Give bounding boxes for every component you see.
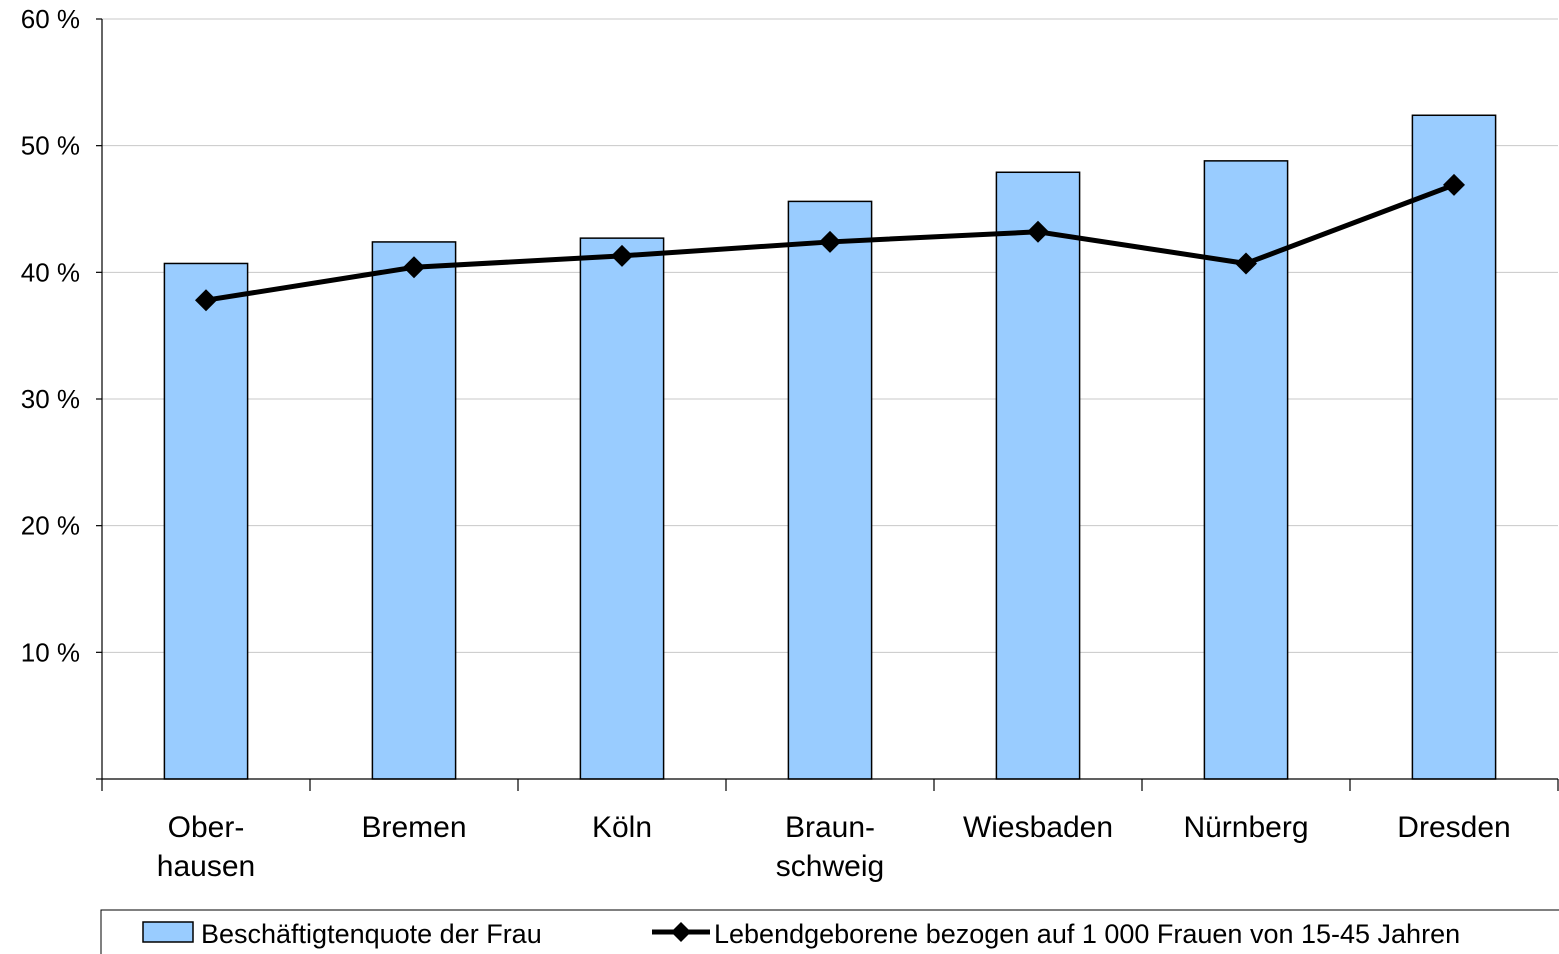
bar: [579, 237, 665, 780]
legend-bar-swatch: [142, 921, 194, 943]
legend-line-label: Lebendgeborene bezogen auf 1 000 Frauen …: [714, 919, 1460, 949]
line-series: [195, 173, 1465, 312]
bar: [787, 200, 873, 780]
x-tick-label: Wiesbaden: [963, 811, 1113, 844]
line-marker: [195, 289, 217, 312]
y-tick-label: 50 %: [21, 131, 80, 161]
x-tick-label: Ober-hausen: [157, 811, 255, 883]
y-tick-label: 20 %: [21, 511, 80, 541]
y-tick-label: 10 %: [21, 637, 80, 667]
x-tick-label: Braun-schweig: [776, 811, 884, 883]
bar: [1411, 114, 1497, 780]
legend-box: [100, 909, 1559, 954]
x-tick-label: Nürnberg: [1183, 811, 1308, 844]
x-tick-label: Köln: [592, 811, 652, 844]
y-tick-label: 60 %: [21, 4, 80, 34]
line-marker: [1443, 173, 1465, 196]
line-marker: [819, 230, 841, 253]
axes: [96, 18, 1559, 791]
bar: [371, 241, 457, 780]
line-marker: [403, 256, 425, 279]
bar: [995, 171, 1081, 780]
bar: [163, 262, 249, 780]
line-marker: [1027, 220, 1049, 243]
legend: Beschäftigtenquote der Frau Lebendgebore…: [100, 909, 1559, 954]
legend-bar-label: Beschäftigtenquote der Frau: [201, 919, 542, 949]
y-tick-label: 30 %: [21, 384, 80, 414]
x-axis-category-labels: Ober-hausen Bremen Köln Braun-schweig Wiesba…: [157, 811, 1511, 883]
legend-line-marker: [671, 922, 691, 942]
bar-series: [163, 114, 1497, 780]
line-marker: [611, 244, 633, 267]
y-axis-tick-labels: 10 % 20 % 30 % 40 % 50 % 60 %: [21, 4, 80, 667]
line-marker: [1235, 252, 1257, 275]
x-tick-label: Bremen: [361, 811, 466, 844]
y-tick-label: 40 %: [21, 257, 80, 287]
x-tick-label: Dresden: [1397, 811, 1510, 844]
